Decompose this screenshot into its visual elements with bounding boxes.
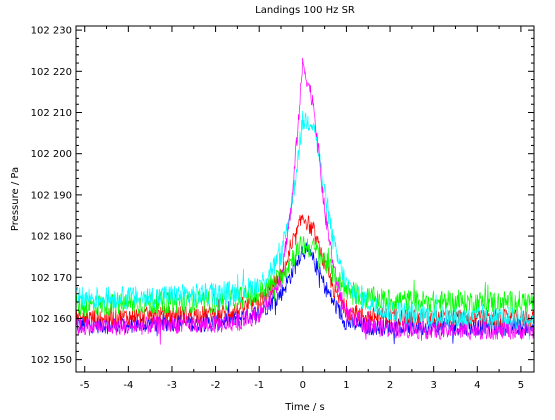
x-tick-label: -1 <box>254 380 264 391</box>
plot-area <box>76 57 534 345</box>
x-axis: -5 -4 -3 -2 -1 0 1 2 3 4 5 <box>80 26 524 391</box>
y-tick-label: 102 220 <box>31 67 72 78</box>
y-tick-label: 102 210 <box>31 108 72 119</box>
chart-title: Landings 100 Hz SR <box>255 5 355 16</box>
y-tick-label: 102 180 <box>31 232 72 243</box>
plot-frame <box>75 25 535 373</box>
y-axis-title: Pressure / Pa <box>10 167 21 231</box>
x-tick-label: 1 <box>343 380 349 391</box>
x-tick-label: -3 <box>167 380 177 391</box>
x-tick-label: 0 <box>300 380 306 391</box>
y-tick-label: 102 190 <box>31 190 72 201</box>
x-tick-label: 2 <box>387 380 393 391</box>
x-tick-label: -5 <box>80 380 90 391</box>
x-tick-label: -2 <box>211 380 221 391</box>
y-tick-label: 102 170 <box>31 273 72 284</box>
x-tick-label: 4 <box>474 380 480 391</box>
x-axis-title: Time / s <box>284 402 324 413</box>
x-tick-label: 3 <box>430 380 436 391</box>
series-line-3 <box>76 236 534 323</box>
y-axis: 102 150 102 160 102 170 102 180 102 190 102 2… <box>31 26 534 366</box>
y-tick-label: 102 200 <box>31 149 72 160</box>
x-tick-label: 5 <box>518 380 524 391</box>
x-tick-label: -4 <box>123 380 133 391</box>
y-tick-label: 102 230 <box>31 26 72 37</box>
y-tick-label: 102 160 <box>31 314 72 325</box>
y-tick-label: 102 150 <box>31 355 72 366</box>
series-line-4 <box>76 110 534 340</box>
series-line-5 <box>76 57 534 345</box>
